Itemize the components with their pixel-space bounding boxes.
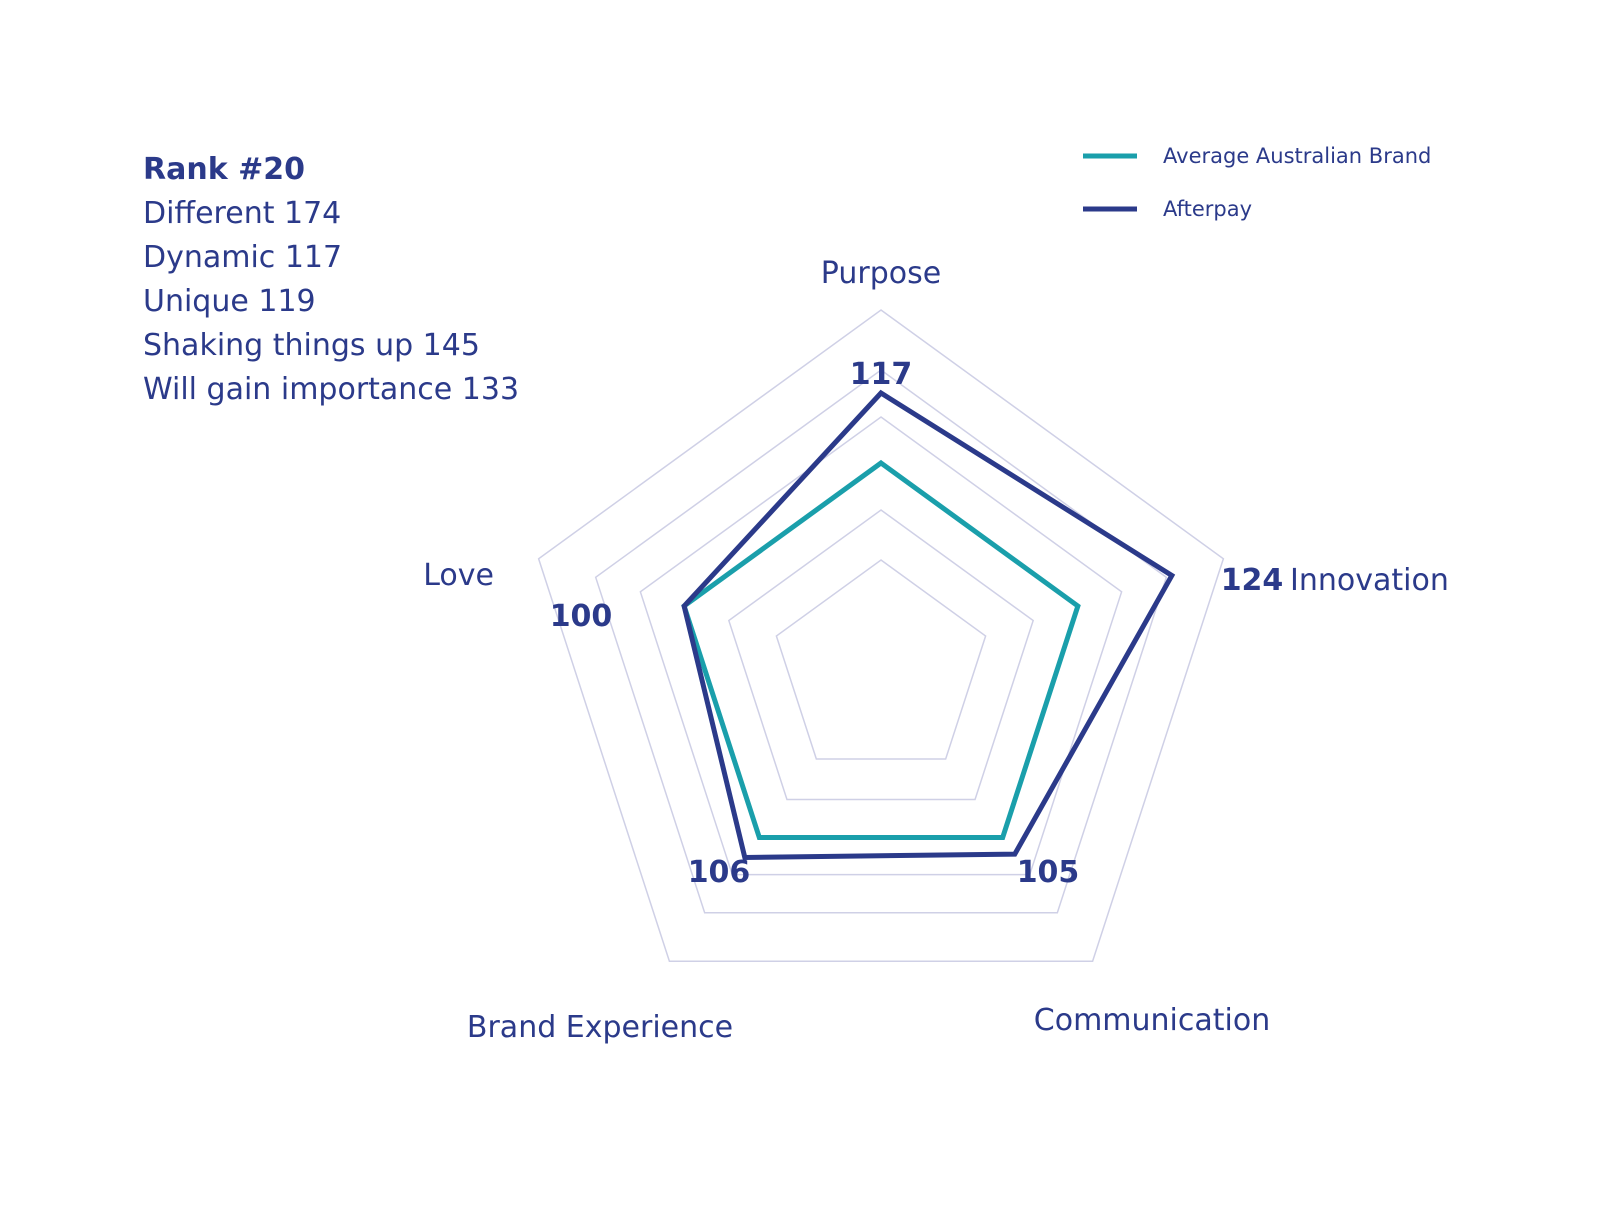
stat-line-different: Different 174: [143, 196, 342, 231]
stat-line-unique: Unique 119: [143, 284, 316, 319]
stat-line-dynamic: Dynamic 117: [143, 240, 343, 275]
axis-label-purpose: Purpose: [821, 256, 941, 291]
axis-label-love: Love: [423, 558, 494, 593]
radar-series: [681, 389, 1176, 860]
grid-ring-1: [775, 559, 987, 760]
legend-label-2: Afterpay: [1163, 197, 1252, 221]
series-afterpay: [681, 389, 1176, 860]
grid-ring-4: [639, 416, 1123, 876]
grid-ring-2: [727, 509, 1035, 801]
stat-line-importance: Will gain importance 133: [143, 372, 520, 407]
grid-ring-5: [594, 369, 1168, 914]
axis-label-innovation: Innovation: [1290, 563, 1449, 598]
radar-grid: [537, 309, 1225, 962]
value-label-purpose: 117: [850, 357, 913, 392]
axis-label-brand-experience: Brand Experience: [467, 1010, 733, 1045]
rank-label: Rank #20: [143, 152, 305, 187]
value-label-communication: 105: [1017, 855, 1080, 890]
axis-label-communication: Communication: [1034, 1003, 1270, 1038]
series-average-australian-brand: [681, 459, 1081, 840]
value-label-brand-experience: 106: [688, 855, 751, 890]
value-label-love: 100: [550, 599, 613, 634]
grid-ring-3: [684, 463, 1078, 838]
stats-panel: Rank #20 Different 174 Dynamic 117 Uniqu…: [143, 148, 519, 412]
legend-label-1: Average Australian Brand: [1163, 144, 1431, 168]
legend: Average Australian Brand Afterpay: [1083, 144, 1431, 221]
value-label-innovation: 124: [1221, 563, 1284, 598]
grid-ring-6: [537, 309, 1225, 962]
stat-line-shaking: Shaking things up 145: [143, 328, 480, 363]
